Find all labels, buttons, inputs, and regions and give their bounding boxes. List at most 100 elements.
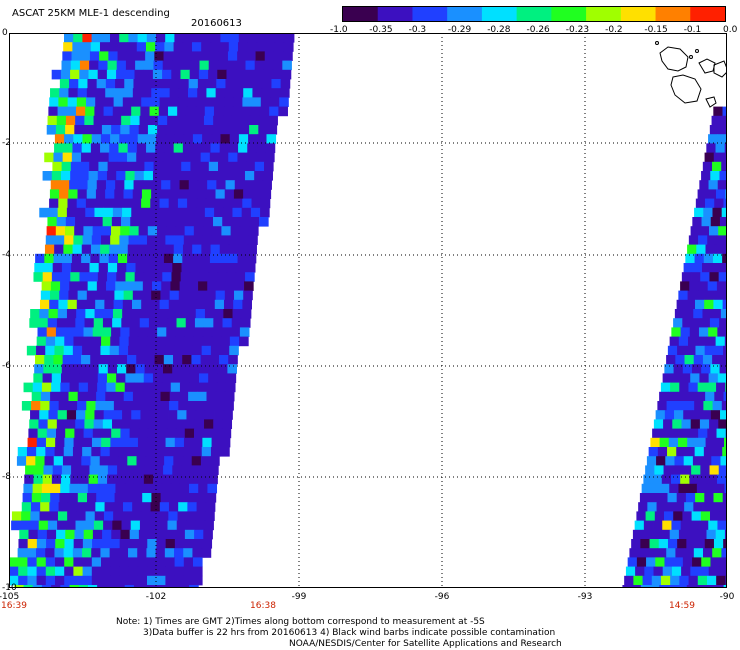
swath-cell — [18, 566, 28, 577]
swath-cell — [54, 134, 65, 144]
swath-cell — [28, 428, 38, 439]
swath-cell — [706, 143, 716, 153]
swath-cell — [85, 309, 95, 319]
swath-cell — [49, 97, 59, 107]
swath-cell — [629, 548, 640, 558]
swath-cell — [146, 235, 157, 245]
swath-cell — [144, 60, 154, 71]
swath-cell — [86, 391, 97, 402]
swath-cell — [166, 428, 176, 439]
swath-cell — [151, 290, 161, 301]
swath-cell — [105, 88, 115, 98]
swath-cell — [624, 575, 634, 586]
swath-cell — [283, 51, 293, 61]
swath-cell — [721, 161, 727, 172]
swath-cell — [77, 88, 88, 98]
swath-cell — [183, 548, 193, 558]
swath-cell — [709, 125, 720, 135]
swath-cell — [141, 189, 152, 199]
swath-cell — [75, 419, 85, 429]
swath-cell — [80, 465, 90, 475]
swath-cell — [39, 207, 49, 218]
swath-cell — [92, 539, 102, 549]
swath-cell — [42, 272, 53, 282]
swath-cell — [52, 465, 63, 475]
swath-cell — [239, 226, 250, 236]
swath-cell — [131, 299, 142, 310]
swath-cell — [229, 336, 240, 347]
swath-cell — [194, 115, 205, 126]
swath-cell — [157, 217, 168, 227]
swath-cell — [177, 207, 187, 218]
swath-cell — [668, 391, 678, 402]
swath-cell — [208, 60, 219, 71]
swath-cell — [118, 456, 128, 466]
swath-cell — [156, 235, 166, 245]
swath-cell — [31, 493, 42, 503]
swath-cell — [699, 180, 709, 190]
swath-cell — [62, 355, 73, 365]
swath-cell — [64, 566, 74, 577]
swath-cell — [695, 539, 706, 549]
swath-cell — [102, 115, 113, 126]
swath-cell — [242, 299, 252, 310]
swath-cell — [170, 281, 181, 291]
swath-cell — [185, 115, 196, 126]
swath-cell — [227, 263, 238, 273]
swath-cell — [669, 529, 680, 540]
swath-cell — [181, 364, 191, 374]
swath-cell — [694, 447, 705, 457]
swath-cell — [650, 585, 660, 588]
swath-cell — [274, 42, 285, 52]
swath-cell — [46, 428, 57, 439]
swath-cell — [126, 263, 136, 273]
swath-cell — [669, 483, 679, 494]
swath-cell — [254, 60, 265, 71]
swath-cell — [708, 226, 719, 236]
swath-cell — [199, 474, 209, 485]
swath-cell — [216, 382, 227, 393]
swath-cell — [150, 97, 161, 107]
swath-cell — [122, 207, 132, 218]
swath-cell — [161, 180, 171, 190]
swath-cell — [625, 566, 636, 577]
swath-cell — [238, 134, 249, 144]
swath-cell — [249, 115, 260, 126]
swath-cell — [108, 355, 119, 365]
swath-cell — [137, 575, 148, 586]
swath-cell — [227, 364, 237, 374]
swath-cell — [678, 529, 689, 540]
swath-cell — [136, 253, 146, 264]
swath-cell — [182, 355, 192, 365]
swath-cell — [138, 226, 149, 236]
swath-cell — [61, 474, 71, 485]
swath-cell — [225, 382, 236, 393]
swath-cell — [146, 548, 157, 558]
swath-cell — [651, 575, 662, 586]
swath-cell — [238, 33, 249, 43]
swath-cell — [181, 465, 192, 475]
swath-cell — [234, 79, 245, 89]
swath-cell — [51, 474, 62, 485]
swath-cell — [717, 566, 727, 577]
swath-cell — [126, 364, 136, 374]
swath-cell — [115, 281, 125, 291]
swath-cell — [249, 125, 259, 135]
swath-cell — [208, 161, 219, 172]
swath-cell — [105, 290, 115, 301]
swath-cell — [90, 152, 100, 163]
swath-cell — [145, 355, 156, 365]
swath-cell — [664, 511, 674, 521]
swath-cell — [713, 493, 724, 503]
swath-cell — [75, 318, 85, 328]
swath-cell — [631, 539, 641, 549]
swath-cell — [720, 456, 727, 466]
swath-cell — [690, 373, 700, 383]
swath-cell — [69, 483, 80, 494]
colorbar-label: -0.15 — [644, 25, 668, 35]
swath-cell — [217, 171, 227, 181]
swath-cell — [47, 520, 58, 531]
swath-cell — [55, 125, 66, 135]
swath-cell — [70, 474, 80, 485]
swath-cell — [29, 520, 40, 531]
